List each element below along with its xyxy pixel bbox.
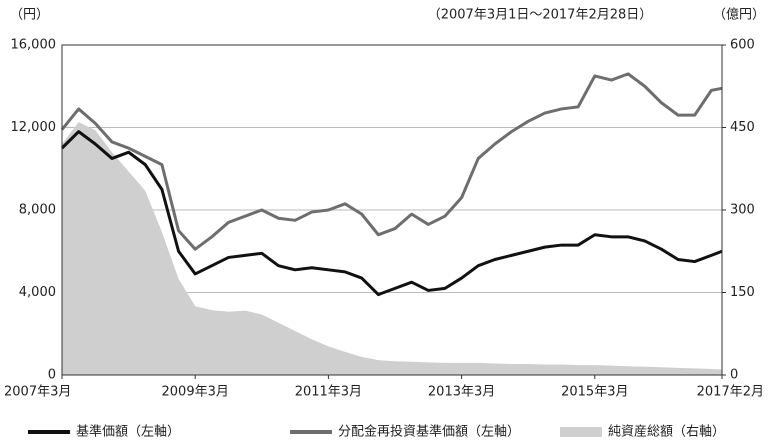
y-tick-label: 16,000 xyxy=(11,38,57,53)
y2-tick-label: 150 xyxy=(730,285,755,300)
y2-axis-label: （億円） xyxy=(713,7,765,23)
legend-swatch xyxy=(560,427,602,437)
y-tick-label: 8,000 xyxy=(19,203,56,218)
area xyxy=(62,122,722,375)
y-tick-label: 0 xyxy=(48,368,56,383)
y-tick-label: 4,000 xyxy=(19,285,56,300)
subtitle: （2007年3月1日～2017年2月28日） xyxy=(428,8,653,23)
y2-tick-label: 300 xyxy=(730,203,755,218)
x-tick-label: 2009年3月 xyxy=(162,385,229,400)
legend-label: 分配金再投資基準価額（左軸） xyxy=(338,424,520,440)
x-tick-label: 2013年3月 xyxy=(428,385,495,400)
x-tick-label: 2011年3月 xyxy=(295,385,362,400)
x-tick-label: 2015年3月 xyxy=(561,385,628,400)
x-tick-label: 2007年3月 xyxy=(4,385,71,400)
y2-tick-label: 0 xyxy=(730,368,738,383)
y-axis-label: （円） xyxy=(10,8,49,23)
y2-tick-label: 450 xyxy=(730,120,755,135)
line xyxy=(60,130,723,297)
legend-label: 基準価額（左軸） xyxy=(76,424,180,440)
y-tick-label: 12,000 xyxy=(11,120,57,135)
y2-tick-label: 600 xyxy=(730,38,755,53)
x-tick-label: 2017年2月 xyxy=(697,385,764,400)
line xyxy=(60,72,723,251)
legend-label: 純資産総額（右軸） xyxy=(608,424,725,440)
plot-frame xyxy=(61,44,723,376)
